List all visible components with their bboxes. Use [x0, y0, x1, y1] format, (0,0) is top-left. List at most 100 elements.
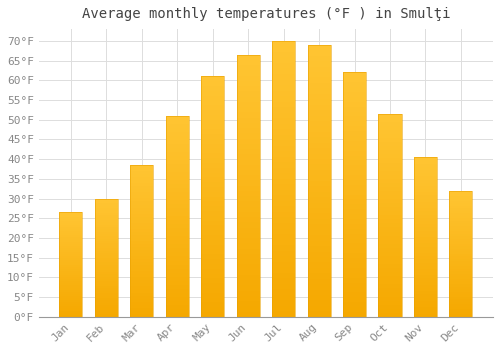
Bar — [166, 124, 189, 128]
Bar — [272, 212, 295, 217]
Bar — [308, 268, 330, 273]
Bar — [308, 273, 330, 279]
Bar — [130, 259, 154, 262]
Bar — [236, 70, 260, 76]
Bar — [236, 296, 260, 301]
Bar — [343, 160, 366, 165]
Bar — [236, 270, 260, 275]
Bar — [272, 85, 295, 91]
Bar — [450, 289, 472, 292]
Bar — [95, 229, 118, 232]
Bar — [236, 55, 260, 317]
Bar — [130, 214, 154, 217]
Bar — [201, 288, 224, 293]
Bar — [378, 211, 402, 215]
Bar — [450, 304, 472, 307]
Bar — [414, 170, 437, 173]
Bar — [166, 164, 189, 168]
Bar — [378, 162, 402, 167]
Bar — [308, 289, 330, 295]
Bar — [236, 149, 260, 154]
Bar — [236, 65, 260, 70]
Bar — [166, 276, 189, 281]
Bar — [95, 232, 118, 234]
Bar — [450, 216, 472, 218]
Bar — [166, 204, 189, 208]
Bar — [272, 69, 295, 74]
Bar — [166, 152, 189, 156]
Bar — [166, 116, 189, 120]
Bar — [60, 298, 82, 300]
Bar — [95, 312, 118, 314]
Bar — [378, 296, 402, 301]
Bar — [130, 284, 154, 286]
Bar — [343, 126, 366, 131]
Bar — [130, 314, 154, 317]
Bar — [272, 124, 295, 129]
Bar — [450, 203, 472, 206]
Bar — [378, 313, 402, 317]
Bar — [166, 305, 189, 309]
Bar — [378, 228, 402, 232]
Bar — [308, 306, 330, 312]
Bar — [343, 175, 366, 180]
Bar — [201, 168, 224, 173]
Bar — [343, 146, 366, 150]
Bar — [308, 197, 330, 203]
Bar — [201, 192, 224, 197]
Bar — [95, 220, 118, 222]
Bar — [414, 180, 437, 183]
Bar — [308, 77, 330, 83]
Bar — [60, 275, 82, 277]
Bar — [60, 284, 82, 286]
Bar — [236, 238, 260, 243]
Bar — [201, 245, 224, 250]
Bar — [166, 236, 189, 240]
Bar — [378, 304, 402, 309]
Bar — [95, 201, 118, 203]
Bar — [60, 254, 82, 256]
Bar — [166, 156, 189, 160]
Bar — [272, 267, 295, 273]
Bar — [272, 74, 295, 79]
Bar — [308, 192, 330, 197]
Bar — [414, 243, 437, 246]
Bar — [414, 173, 437, 176]
Bar — [343, 239, 366, 244]
Bar — [343, 287, 366, 292]
Bar — [95, 286, 118, 288]
Bar — [60, 302, 82, 304]
Bar — [166, 136, 189, 140]
Bar — [236, 170, 260, 175]
Bar — [236, 97, 260, 102]
Bar — [308, 99, 330, 105]
Bar — [414, 279, 437, 282]
Bar — [166, 220, 189, 224]
Bar — [236, 128, 260, 133]
Bar — [378, 154, 402, 159]
Bar — [60, 308, 82, 310]
Bar — [414, 192, 437, 196]
Bar — [272, 52, 295, 57]
Bar — [236, 202, 260, 207]
Bar — [272, 201, 295, 206]
Bar — [414, 218, 437, 221]
Bar — [201, 230, 224, 235]
Bar — [343, 224, 366, 229]
Bar — [450, 284, 472, 287]
Bar — [272, 295, 295, 300]
Bar — [450, 279, 472, 281]
Bar — [60, 304, 82, 306]
Bar — [343, 131, 366, 136]
Bar — [272, 251, 295, 256]
Bar — [414, 196, 437, 199]
Bar — [130, 168, 154, 171]
Bar — [60, 233, 82, 235]
Bar — [378, 293, 402, 296]
Bar — [308, 235, 330, 241]
Bar — [272, 284, 295, 289]
Bar — [95, 255, 118, 258]
Bar — [60, 241, 82, 244]
Bar — [130, 183, 154, 186]
Bar — [272, 107, 295, 113]
